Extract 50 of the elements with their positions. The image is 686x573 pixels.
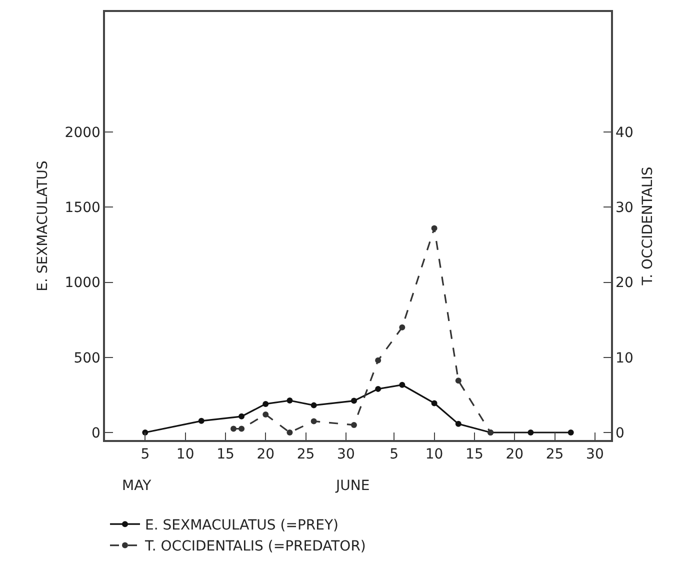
y2-tick-label: 20 — [616, 275, 634, 292]
point — [455, 378, 462, 384]
point — [399, 382, 406, 388]
text: JUNE — [335, 478, 370, 494]
point — [350, 422, 357, 428]
point — [286, 398, 293, 404]
point — [310, 418, 317, 424]
y-tick-label: 0 — [92, 425, 100, 442]
y2-axis-title: T. OCCIDENTALIS — [640, 166, 656, 286]
text: MAY — [122, 478, 152, 494]
x-tick-label: 5 — [390, 446, 399, 463]
point — [431, 225, 438, 232]
y-tick-label: 2000 — [64, 125, 100, 142]
point — [455, 420, 462, 427]
x-tick-label: 30 — [586, 446, 604, 463]
point — [238, 426, 245, 432]
y-tick-label: 500 — [74, 350, 100, 366]
legend-label: E. SEXMACULATUS (=PREY) — [145, 518, 338, 534]
point — [310, 402, 317, 408]
x-tick-label: 25 — [546, 446, 564, 463]
point — [350, 398, 357, 404]
point — [399, 324, 406, 330]
y2-tick-label: 0 — [616, 425, 624, 442]
x-tick-label: 15 — [466, 446, 484, 463]
legend-label: T. OCCIDENTALIS (=PREDATOR) — [144, 538, 366, 555]
point — [568, 429, 574, 436]
y2-tick-label: 30 — [616, 200, 634, 216]
x-tick-label: 20 — [256, 446, 275, 463]
point — [262, 411, 269, 418]
point — [375, 386, 382, 392]
x-tick-label: 25 — [296, 446, 315, 463]
x-tick-label: 10 — [425, 446, 444, 463]
point — [528, 429, 534, 436]
y-tick-label: 1000 — [64, 275, 100, 292]
x-tick-label: 30 — [337, 446, 355, 463]
y-tick-label: 1500 — [64, 200, 100, 216]
point — [286, 429, 293, 436]
point — [198, 418, 204, 424]
y2-tick-label: 10 — [616, 350, 634, 366]
x-tick-label: 5 — [140, 446, 150, 463]
x-tick-label: 20 — [506, 446, 524, 463]
x-tick-label: 15 — [216, 446, 234, 463]
point — [230, 426, 237, 432]
y-axis-title: E. SEXMACULATUS — [34, 160, 51, 292]
point — [431, 400, 438, 406]
point — [262, 400, 269, 407]
point — [375, 357, 382, 364]
y2-tick-label: 40 — [616, 125, 634, 142]
point — [238, 413, 245, 420]
x-tick-label: 10 — [176, 446, 194, 463]
